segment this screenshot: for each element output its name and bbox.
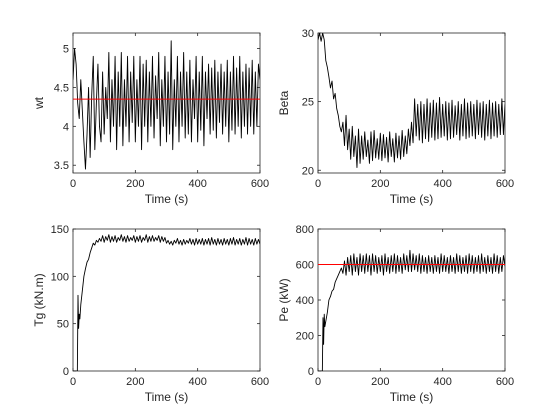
y-tick-label: 30 — [302, 28, 314, 40]
series-line — [73, 40, 260, 170]
y-tick-label: 25 — [302, 97, 314, 109]
x-tick-label: 0 — [70, 376, 76, 388]
y-tick-label: 3.5 — [54, 160, 69, 172]
plot-area — [318, 33, 505, 168]
x-tick-label: 200 — [126, 178, 144, 190]
x-tick-label: 400 — [433, 376, 451, 388]
y-tick-label: 0 — [308, 366, 314, 378]
axes-box — [317, 228, 506, 372]
x-tick-label: 600 — [496, 376, 514, 388]
axes-box — [317, 32, 506, 174]
y-tick-label: 150 — [51, 224, 69, 236]
x-tick-label: 200 — [371, 178, 389, 190]
y-tick-label: 200 — [296, 331, 314, 343]
axes-box — [72, 228, 261, 372]
series-line — [318, 33, 505, 168]
x-tick-label: 200 — [371, 376, 389, 388]
y-axis-label: wt — [32, 96, 46, 110]
y-tick-label: 400 — [296, 295, 314, 307]
y-tick-label: 50 — [57, 319, 69, 331]
y-tick-label: 20 — [302, 165, 314, 177]
x-axis-label: Time (s) — [145, 390, 189, 404]
y-tick-label: 0 — [63, 366, 69, 378]
x-tick-label: 400 — [188, 376, 206, 388]
series-line — [73, 234, 260, 371]
y-tick-label: 4 — [63, 121, 69, 133]
x-tick-label: 200 — [126, 376, 144, 388]
x-tick-label: 600 — [251, 178, 269, 190]
plot-area — [318, 249, 505, 371]
y-tick-label: 4.5 — [54, 82, 69, 94]
axes-box — [72, 32, 261, 174]
y-tick-label: 5 — [63, 44, 69, 56]
subplot-1: 0 200 400 600 3.5 4 4.5 5 Time (s) wt — [32, 32, 269, 206]
x-tick-label: 0 — [315, 376, 321, 388]
y-tick-label: 600 — [296, 260, 314, 272]
x-axis-label: Time (s) — [145, 192, 189, 206]
plot-area — [73, 40, 260, 170]
x-tick-label: 400 — [433, 178, 451, 190]
x-axis-label: Time (s) — [390, 390, 434, 404]
y-tick-label: 800 — [296, 224, 314, 236]
x-tick-label: 400 — [188, 178, 206, 190]
y-tick-label: 100 — [51, 271, 69, 283]
x-tick-label: 0 — [70, 178, 76, 190]
subplot-3: 0 200 400 600 0 50 100 150 Time (s) Tg (kN.m) — [32, 224, 269, 404]
x-tick-label: 600 — [251, 376, 269, 388]
subplot-4: 0 200 400 600 0 200 400 600 800 Time (s) Pe (kW) — [277, 224, 514, 404]
y-axis-label: Tg (kN.m) — [32, 273, 46, 326]
x-axis-label: Time (s) — [390, 192, 434, 206]
y-axis-label: Beta — [277, 90, 291, 115]
plot-area — [73, 234, 260, 371]
subplot-2: 0 200 400 600 20 25 30 Time (s) Beta — [277, 28, 514, 206]
x-tick-label: 0 — [315, 178, 321, 190]
x-tick-label: 600 — [496, 178, 514, 190]
y-axis-label: Pe (kW) — [277, 278, 291, 321]
